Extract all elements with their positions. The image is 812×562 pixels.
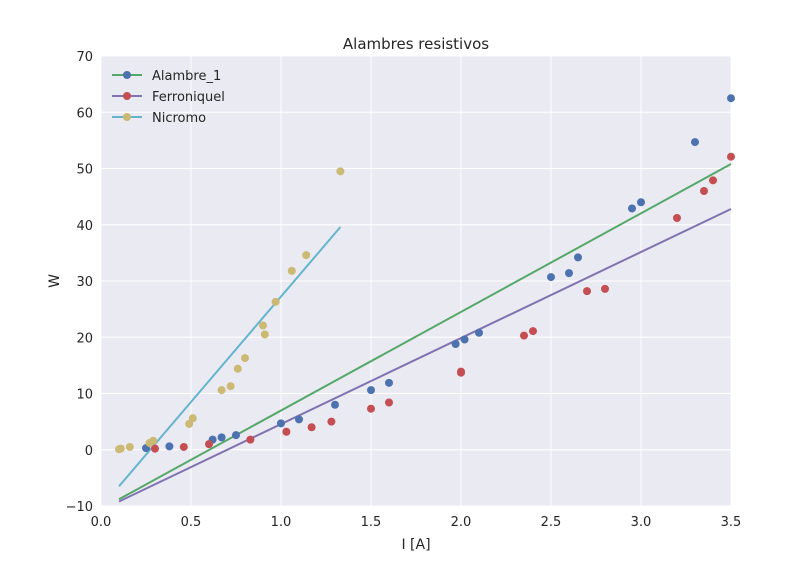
y-tick-label: 50 [76,163,93,178]
data-point-ferroniquel [673,214,681,222]
data-point-nicromo [259,321,267,330]
data-point-nicromo [260,330,269,339]
data-point-alambre-1 [547,273,555,282]
data-point-alambre-1 [331,400,339,409]
data-point-alambre-1 [565,269,573,278]
y-tick-label: 40 [76,219,93,234]
data-point-alambre-1 [475,328,483,337]
data-point-alambre-1 [574,253,582,262]
data-point-alambre-1 [295,415,303,424]
y-tick-label: 10 [76,388,93,403]
data-point-ferroniquel [327,417,336,426]
data-point-ferroniquel [367,404,375,413]
legend: Alambre_1 Ferroniquel Nicromo [112,69,225,126]
x-tick-labels: 0.0 0.5 1.0 1.5 2.0 2.5 3.0 3.5 [91,515,742,530]
x-tick-label: 3.5 [721,515,742,530]
data-point-ferroniquel [246,435,255,444]
data-point-alambre-1 [727,94,735,103]
data-point-alambre-1 [277,419,285,428]
chart-title: Alambres resistivos [343,35,489,53]
y-tick-label: 60 [76,106,93,121]
y-tick-label: 0 [85,444,93,459]
data-point-ferroniquel [307,423,316,432]
data-point-ferroniquel [700,187,708,195]
y-tick-label: −10 [66,500,93,515]
legend-label-alambre-1: Alambre_1 [152,69,221,84]
data-point-ferroniquel [601,284,609,293]
data-point-nicromo [149,436,158,445]
data-point-alambre-1 [628,204,636,213]
data-point-ferroniquel [727,152,735,161]
y-axis-label: W [47,274,63,288]
data-point-nicromo [116,444,125,453]
fit-line-alambre-1 [118,163,732,501]
x-tick-label: 2.0 [451,515,472,530]
data-point-ferroniquel [583,287,591,296]
x-axis-label: I [A] [401,537,430,553]
data-point-ferroniquel [709,176,717,185]
data-point-nicromo [188,414,197,423]
data-point-nicromo [287,266,296,275]
legend-label-ferroniquel: Ferroniquel [152,90,225,105]
data-point-alambre-1 [691,138,699,147]
y-tick-label: 70 [76,50,93,65]
data-point-alambre-1 [451,340,460,348]
data-point-nicromo [217,386,226,395]
data-point-ferroniquel [179,442,188,451]
data-point-nicromo [226,382,235,391]
data-point-ferroniquel [151,444,159,453]
legend-label-nicromo: Nicromo [152,111,206,126]
data-point-ferroniquel [529,327,537,336]
data-point-nicromo [241,354,249,363]
x-tick-label: 0.0 [91,515,112,530]
data-point-nicromo [336,167,345,176]
y-tick-labels: −10 0 10 20 30 40 50 60 70 [66,50,93,515]
data-point-alambre-1 [385,378,393,387]
data-point-nicromo [125,442,134,451]
data-point-ferroniquel [520,331,528,340]
x-tick-label: 0.5 [181,515,202,530]
fit-line-ferroniquel [118,208,732,503]
data-point-alambre-1 [232,431,240,440]
x-tick-label: 1.0 [271,515,292,530]
data-point-alambre-1 [637,198,645,207]
data-point-alambre-1 [460,335,469,344]
data-point-ferroniquel [205,440,213,449]
data-point-nicromo [302,251,311,260]
data-point-alambre-1 [165,442,174,451]
legend-marker-alambre-1 [123,71,131,79]
y-tick-label: 20 [76,331,93,346]
legend-marker-ferroniquel [123,92,131,100]
data-points [115,94,735,454]
x-tick-label: 3.0 [631,515,652,530]
y-tick-label: 30 [76,275,93,290]
gridlines [100,55,732,507]
data-point-ferroniquel [385,398,393,407]
data-point-alambre-1 [217,433,226,442]
x-tick-label: 2.5 [541,515,562,530]
data-point-nicromo [233,364,242,373]
data-point-ferroniquel [282,427,291,436]
x-tick-label: 1.5 [361,515,382,530]
legend-marker-nicromo [123,113,131,121]
data-point-nicromo [271,297,280,306]
data-point-alambre-1 [367,386,375,395]
data-point-ferroniquel [457,368,465,377]
